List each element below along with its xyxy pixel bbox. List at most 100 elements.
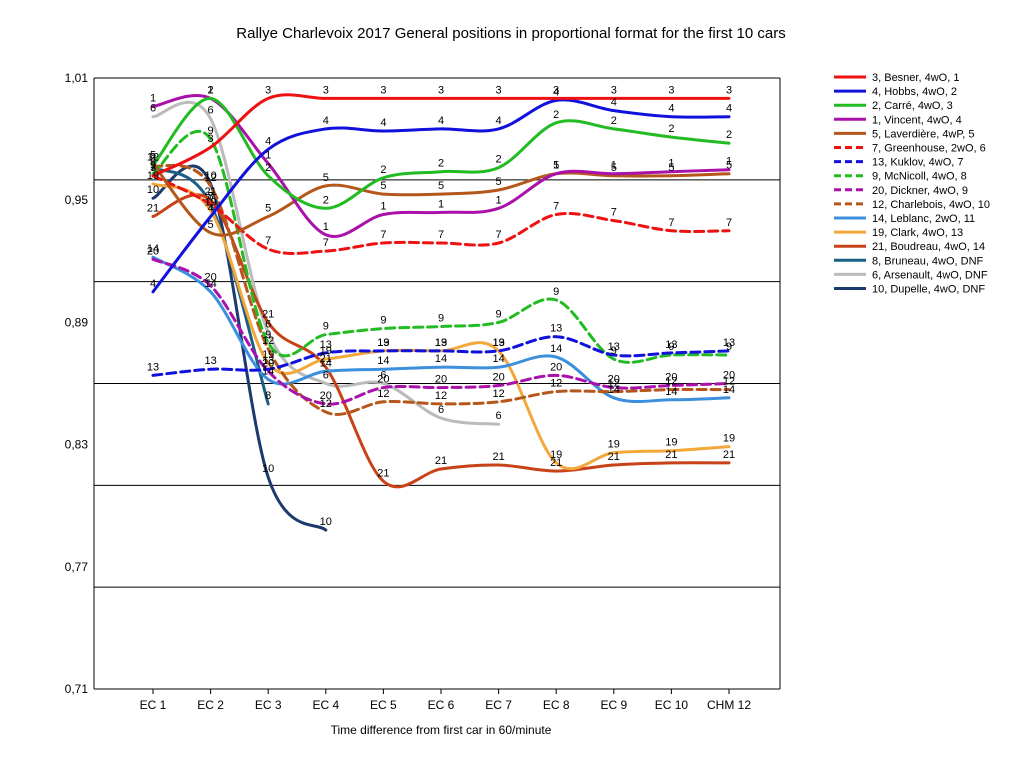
point-label: 6: [208, 105, 214, 117]
legend-entry: 20, Dickner, 4wO, 9: [872, 185, 968, 197]
legend-entry: 13, Kuklov, 4wO, 7: [872, 157, 964, 169]
point-label: 19: [435, 337, 447, 349]
point-label: 4: [265, 135, 271, 147]
point-label: 14: [723, 384, 735, 396]
point-label: 2: [553, 109, 559, 121]
point-label: 6: [438, 404, 444, 416]
point-label: 19: [204, 196, 216, 208]
point-label: 1: [150, 93, 156, 105]
point-label: 5: [496, 176, 502, 188]
point-label: 1: [726, 156, 732, 168]
point-label: 2: [208, 84, 214, 96]
point-label: 12: [665, 376, 677, 388]
point-label: 1: [496, 194, 502, 206]
point-label: 19: [665, 437, 677, 449]
chart-title: Rallye Charlevoix 2017 General positions…: [236, 25, 785, 42]
point-label: 2: [150, 152, 156, 164]
point-label: 4: [553, 86, 559, 98]
point-label: 3: [438, 84, 444, 96]
point-label: 3: [265, 84, 271, 96]
x-axis-label: Time difference from first car in 60/min…: [331, 723, 552, 737]
point-label: 21: [608, 451, 620, 463]
point-label: 9: [150, 160, 156, 172]
point-label: 5: [611, 162, 617, 174]
legend-entry: 5, Laverdière, 4wP, 5: [872, 128, 975, 140]
point-label: 9: [668, 341, 674, 353]
point-label: 12: [492, 388, 504, 400]
series-line-13: [151, 335, 731, 377]
series-line-2: [151, 96, 731, 210]
legend-entry: 10, Dupelle, 4wO, DNF: [872, 284, 985, 296]
point-label: 12: [320, 398, 332, 410]
x-tick-label: EC 1: [140, 698, 167, 712]
series-line-4: [151, 98, 731, 294]
series-line-12: [151, 163, 731, 416]
x-tick-label: EC 3: [255, 698, 282, 712]
point-label: 10: [147, 184, 159, 196]
point-label: 2: [668, 123, 674, 135]
point-label: 6: [150, 103, 156, 115]
point-label: 1: [668, 158, 674, 170]
point-label: 19: [550, 449, 562, 461]
point-label: 13: [435, 337, 447, 349]
point-label: 21: [665, 449, 677, 461]
y-tick-label: 0,71: [65, 682, 89, 696]
point-label: 19: [262, 349, 274, 361]
point-label: 7: [323, 237, 329, 249]
point-label: 4: [380, 117, 386, 129]
point-label: 14: [550, 343, 562, 355]
point-label: 14: [665, 386, 677, 398]
point-label: 3: [496, 84, 502, 96]
legend-entry: 1, Vincent, 4wO, 4: [872, 114, 962, 126]
point-label: 14: [377, 355, 389, 367]
point-label: 4: [323, 115, 329, 127]
x-tick-label: EC 10: [655, 698, 689, 712]
x-tick-label: EC 9: [600, 698, 627, 712]
point-label: 5: [208, 219, 214, 231]
y-tick-label: 0,83: [65, 438, 89, 452]
point-label: 21: [723, 449, 735, 461]
point-label: 21: [550, 457, 562, 469]
series-line-7: [151, 174, 731, 255]
point-label: 6: [323, 370, 329, 382]
x-tick-label: CHM 12: [707, 698, 751, 712]
point-label: 21: [204, 186, 216, 198]
legend-entry: 4, Hobbs, 4wO, 2: [872, 86, 957, 98]
point-label: 13: [320, 339, 332, 351]
series-line-19: [151, 182, 731, 471]
legend-entry: 3, Besner, 4wO, 1: [872, 72, 959, 84]
point-label: 14: [435, 353, 447, 365]
point-label: 3: [553, 84, 559, 96]
point-label: 12: [435, 390, 447, 402]
series-layer: [151, 93, 731, 532]
legend-entry: 6, Arsenault, 4wO, DNF: [872, 269, 988, 281]
point-label: 13: [147, 361, 159, 373]
point-label: 19: [320, 345, 332, 357]
point-label: 5: [150, 150, 156, 162]
point-label: 7: [380, 229, 386, 241]
point-label: 10: [204, 170, 216, 182]
point-label: 8: [265, 390, 271, 402]
legend-entry: 14, Leblanc, 2wO, 11: [872, 213, 975, 225]
x-tick-label: EC 8: [543, 698, 570, 712]
point-label: 13: [608, 341, 620, 353]
point-label: 13: [262, 355, 274, 367]
x-tick-label: EC 2: [197, 698, 224, 712]
point-label: 21: [320, 353, 332, 365]
point-label: 20: [723, 370, 735, 382]
series-line-20: [151, 257, 731, 406]
point-label: 19: [608, 439, 620, 451]
point-label: 2: [496, 154, 502, 166]
point-label: 5: [380, 180, 386, 192]
y-tick-label: 1,01: [65, 71, 89, 85]
point-label: 20: [377, 374, 389, 386]
point-label: 8: [208, 190, 214, 202]
point-label: 12: [550, 378, 562, 390]
y-tick-label: 0,77: [65, 560, 89, 574]
point-label: 12: [723, 376, 735, 388]
point-label: 13: [723, 337, 735, 349]
x-tick-label: EC 7: [485, 698, 512, 712]
legend-entry: 2, Carré, 4wO, 3: [872, 100, 953, 112]
